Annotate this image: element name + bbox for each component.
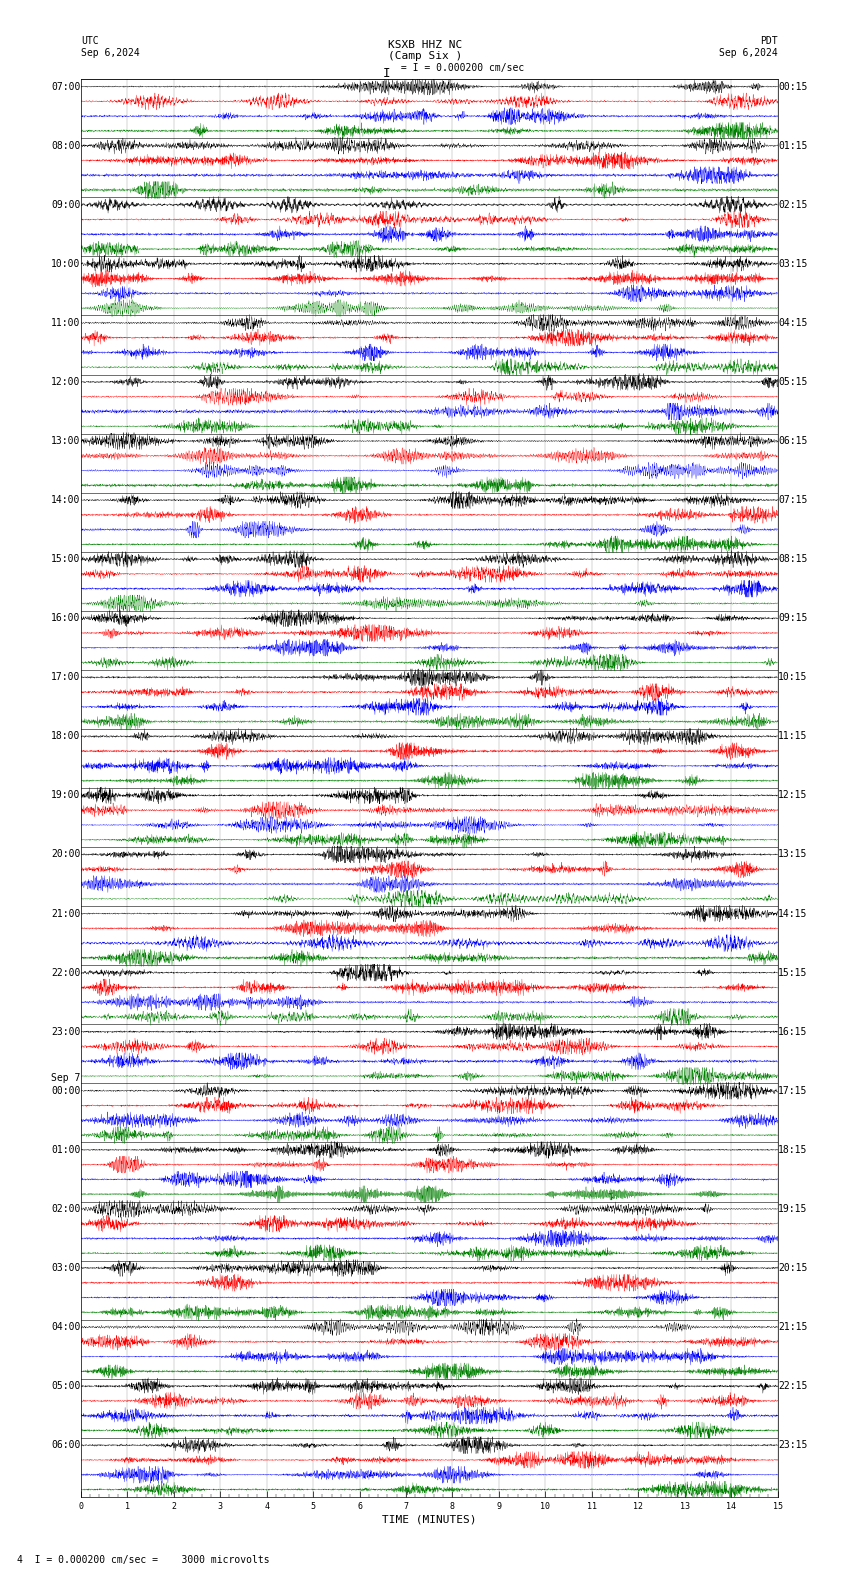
Text: 14:15: 14:15 [779, 909, 808, 919]
X-axis label: TIME (MINUTES): TIME (MINUTES) [382, 1514, 477, 1525]
Text: Sep 7: Sep 7 [51, 1074, 80, 1083]
Text: 09:15: 09:15 [779, 613, 808, 623]
Text: 04:00: 04:00 [51, 1323, 80, 1332]
Text: 11:15: 11:15 [779, 732, 808, 741]
Text: 03:00: 03:00 [51, 1262, 80, 1274]
Text: 22:00: 22:00 [51, 968, 80, 977]
Text: 21:15: 21:15 [779, 1323, 808, 1332]
Text: 05:00: 05:00 [51, 1381, 80, 1391]
Text: 20:15: 20:15 [779, 1262, 808, 1274]
Text: 18:00: 18:00 [51, 732, 80, 741]
Text: 02:15: 02:15 [779, 200, 808, 209]
Text: 19:00: 19:00 [51, 790, 80, 800]
Text: 22:15: 22:15 [779, 1381, 808, 1391]
Text: 13:15: 13:15 [779, 849, 808, 860]
Text: 16:00: 16:00 [51, 613, 80, 623]
Text: I: I [383, 67, 390, 79]
Text: 10:00: 10:00 [51, 258, 80, 269]
Text: 06:15: 06:15 [779, 436, 808, 447]
Text: 18:15: 18:15 [779, 1145, 808, 1155]
Text: 11:00: 11:00 [51, 318, 80, 328]
Text: = I = 0.000200 cm/sec: = I = 0.000200 cm/sec [395, 63, 524, 73]
Text: Sep 6,2024: Sep 6,2024 [719, 48, 778, 57]
Text: 08:15: 08:15 [779, 554, 808, 564]
Text: 00:00: 00:00 [51, 1085, 80, 1096]
Text: 01:15: 01:15 [779, 141, 808, 150]
Text: KSXB HHZ NC: KSXB HHZ NC [388, 40, 462, 49]
Text: 03:15: 03:15 [779, 258, 808, 269]
Text: 07:15: 07:15 [779, 496, 808, 505]
Text: 4  I = 0.000200 cm/sec =    3000 microvolts: 4 I = 0.000200 cm/sec = 3000 microvolts [17, 1555, 269, 1565]
Text: (Camp Six ): (Camp Six ) [388, 51, 462, 60]
Text: 12:15: 12:15 [779, 790, 808, 800]
Text: 10:15: 10:15 [779, 672, 808, 683]
Text: 17:00: 17:00 [51, 672, 80, 683]
Text: 15:00: 15:00 [51, 554, 80, 564]
Text: 04:15: 04:15 [779, 318, 808, 328]
Text: 05:15: 05:15 [779, 377, 808, 386]
Text: 07:00: 07:00 [51, 82, 80, 92]
Text: 08:00: 08:00 [51, 141, 80, 150]
Text: PDT: PDT [760, 36, 778, 46]
Text: 19:15: 19:15 [779, 1204, 808, 1213]
Text: 13:00: 13:00 [51, 436, 80, 447]
Text: UTC: UTC [81, 36, 99, 46]
Text: 02:00: 02:00 [51, 1204, 80, 1213]
Text: 15:15: 15:15 [779, 968, 808, 977]
Text: 23:00: 23:00 [51, 1026, 80, 1036]
Text: 14:00: 14:00 [51, 496, 80, 505]
Text: 16:15: 16:15 [779, 1026, 808, 1036]
Text: 17:15: 17:15 [779, 1085, 808, 1096]
Text: 06:00: 06:00 [51, 1440, 80, 1451]
Text: 09:00: 09:00 [51, 200, 80, 209]
Text: 00:15: 00:15 [779, 82, 808, 92]
Text: 01:00: 01:00 [51, 1145, 80, 1155]
Text: 21:00: 21:00 [51, 909, 80, 919]
Text: 23:15: 23:15 [779, 1440, 808, 1451]
Text: 20:00: 20:00 [51, 849, 80, 860]
Text: Sep 6,2024: Sep 6,2024 [81, 48, 139, 57]
Text: 12:00: 12:00 [51, 377, 80, 386]
